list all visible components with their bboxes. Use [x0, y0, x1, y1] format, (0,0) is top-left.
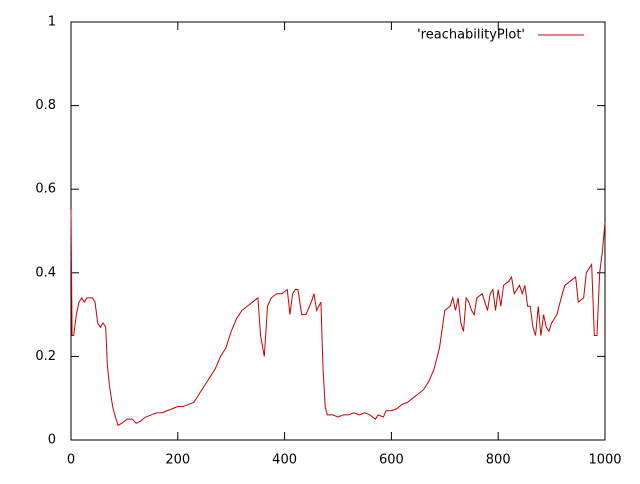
data-line — [70, 210, 606, 427]
y-tick-label: 0 — [48, 433, 56, 448]
plot-border — [70, 21, 606, 441]
x-tick-label: 200 — [165, 453, 190, 468]
y-tick-label: 0.6 — [35, 182, 56, 197]
x-tick-label: 600 — [379, 453, 404, 468]
y-tick-label: 0.4 — [35, 265, 56, 280]
legend-label: 'reachabilityPlot' — [417, 28, 525, 43]
y-tick-label: 0.2 — [35, 349, 56, 364]
y-tick-label: 0.8 — [35, 98, 56, 113]
x-tick-label: 800 — [486, 453, 511, 468]
x-tick-label: 400 — [272, 453, 297, 468]
x-tick-label: 0 — [67, 453, 75, 468]
y-tick-label: 1 — [48, 15, 56, 30]
x-tick-label: 1000 — [588, 453, 621, 468]
